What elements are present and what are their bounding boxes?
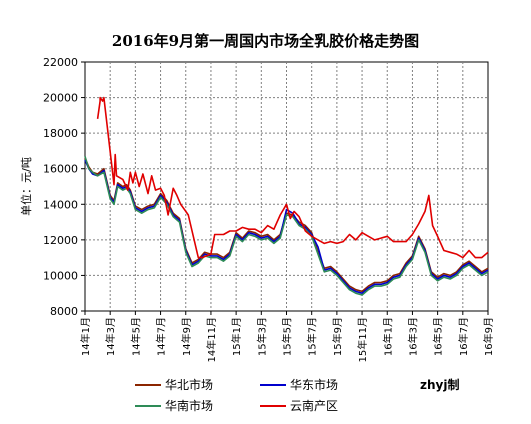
x-tick-label: 16年3月 — [406, 317, 419, 356]
x-tick-label: 15年3月 — [255, 317, 268, 356]
y-tick-label: 14000 — [43, 198, 78, 211]
x-tick-label: 15年9月 — [331, 317, 344, 356]
x-tick-label: 15年5月 — [281, 317, 294, 356]
x-tick-label: 14年3月 — [104, 317, 117, 356]
x-tick-label: 15年7月 — [306, 317, 319, 356]
legend-label: 华北市场 — [165, 377, 213, 392]
legend-label: 华南市场 — [165, 398, 213, 413]
y-tick-label: 8000 — [50, 305, 78, 318]
x-tick-label: 16年7月 — [457, 317, 470, 356]
y-tick-label: 18000 — [43, 127, 78, 140]
y-tick-label: 12000 — [43, 234, 78, 247]
x-tick-label: 14年11月 — [205, 317, 218, 362]
x-tick-label: 15年11月 — [356, 317, 369, 362]
x-tick-label: 16年5月 — [432, 317, 445, 356]
legend-label: 云南产区 — [290, 398, 338, 413]
x-tick-label: 14年9月 — [180, 317, 193, 356]
x-tick-label: 14年7月 — [155, 317, 168, 356]
y-tick-label: 20000 — [43, 92, 78, 105]
y-axis-label: 单位：元/吨 — [19, 157, 33, 216]
y-tick-label: 16000 — [43, 163, 78, 176]
x-tick-label: 16年9月 — [482, 317, 495, 356]
series-line-4 — [96, 96, 489, 259]
x-tick-label: 14年5月 — [129, 317, 142, 356]
chart-title: 2016年9月第一周国内市场全乳胶价格走势图 — [111, 32, 420, 50]
credit-text: zhyj制 — [420, 377, 459, 392]
x-tick-label: 16年1月 — [381, 317, 394, 356]
y-tick-label: 22000 — [43, 56, 78, 69]
series-line-3 — [84, 156, 489, 296]
x-tick-label: 15年1月 — [230, 317, 243, 356]
legend-label: 华东市场 — [290, 377, 338, 392]
x-tick-label: 14年1月 — [79, 317, 92, 356]
y-tick-label: 10000 — [43, 269, 78, 282]
